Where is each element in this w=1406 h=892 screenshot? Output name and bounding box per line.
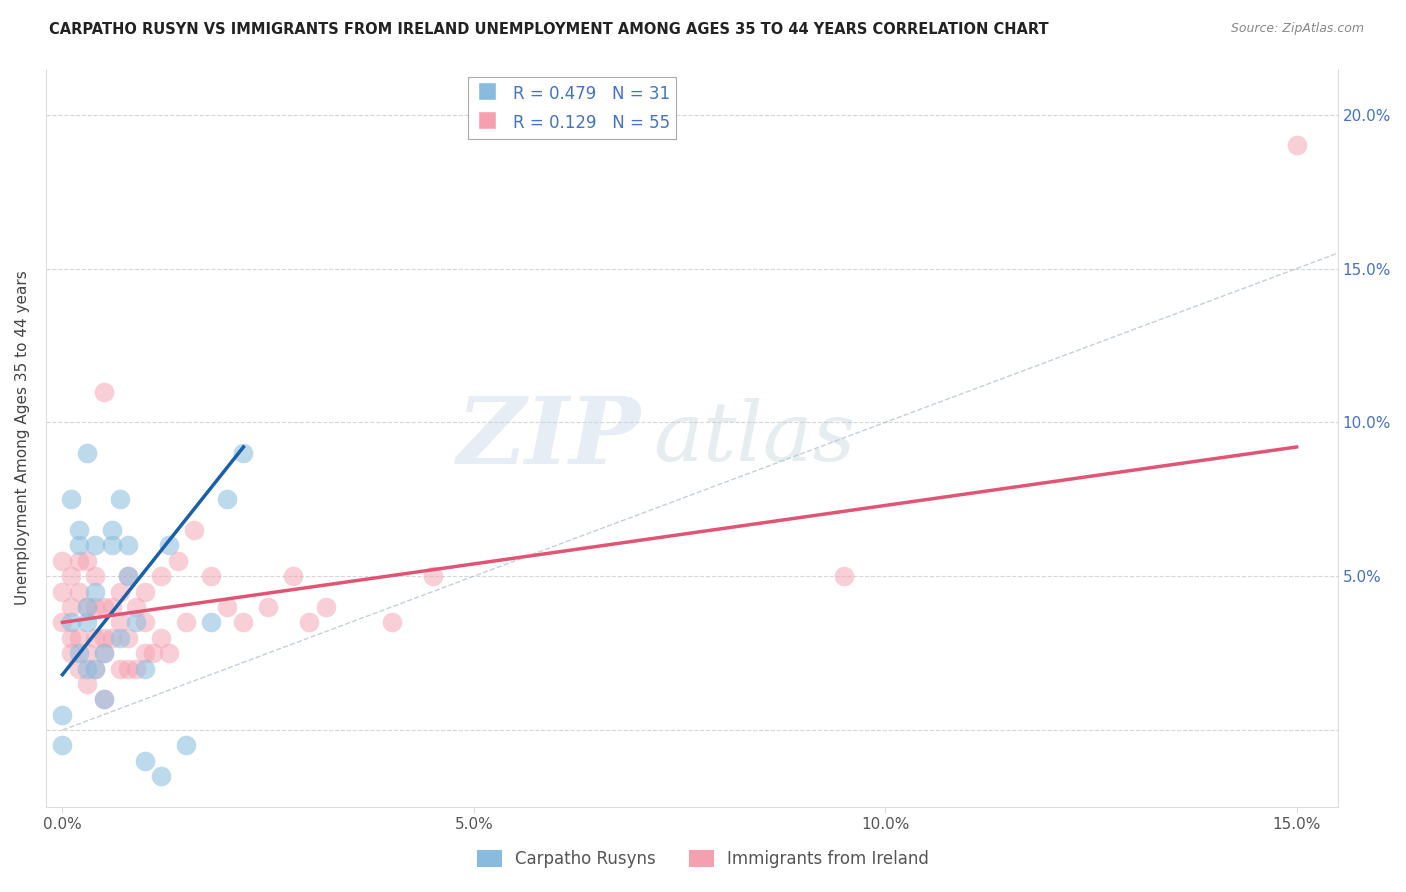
Point [51,584,73,599]
Point [93,692,115,706]
Point [108,661,131,675]
Point [134,754,156,768]
Point [125,599,148,614]
Point [76,446,98,460]
Point [183,523,205,537]
Text: atlas: atlas [654,398,855,478]
Point [215,492,238,507]
Point [117,631,139,645]
Point [93,692,115,706]
Point [257,599,280,614]
Point [59,631,82,645]
Text: CARPATHO RUSYN VS IMMIGRANTS FROM IRELAND UNEMPLOYMENT AMONG AGES 35 TO 44 YEARS: CARPATHO RUSYN VS IMMIGRANTS FROM IRELAN… [49,22,1049,37]
Point [125,661,148,675]
Point [108,631,131,645]
Point [298,615,321,630]
Point [59,492,82,507]
Point [108,615,131,630]
Point [51,554,73,568]
Point [117,569,139,583]
Legend: Carpatho Rusyns, Immigrants from Ireland: Carpatho Rusyns, Immigrants from Ireland [470,843,936,875]
Point [200,615,222,630]
Point [76,615,98,630]
Point [134,615,156,630]
Point [93,646,115,660]
Point [150,569,173,583]
Point [76,599,98,614]
Point [281,569,304,583]
Point [150,631,173,645]
Point [215,599,238,614]
Point [1285,138,1308,153]
Point [84,584,107,599]
Point [108,584,131,599]
Point [101,538,124,552]
Point [174,615,197,630]
Point [134,661,156,675]
Point [832,569,855,583]
Point [142,646,165,660]
Point [59,646,82,660]
Point [93,646,115,660]
Point [84,661,107,675]
Point [51,707,73,722]
Y-axis label: Unemployment Among Ages 35 to 44 years: Unemployment Among Ages 35 to 44 years [15,270,30,605]
Legend: R = 0.479   N = 31, R = 0.129   N = 55: R = 0.479 N = 31, R = 0.129 N = 55 [468,77,676,139]
Point [101,599,124,614]
Point [117,538,139,552]
Point [166,554,188,568]
Point [157,646,180,660]
Point [59,569,82,583]
Point [76,554,98,568]
Point [101,631,124,645]
Point [76,646,98,660]
Point [84,538,107,552]
Point [67,646,90,660]
Point [67,584,90,599]
Point [232,615,254,630]
Point [117,569,139,583]
Point [84,599,107,614]
Point [67,661,90,675]
Point [315,599,337,614]
Point [380,615,402,630]
Point [232,446,254,460]
Point [51,739,73,753]
Point [125,615,148,630]
Text: Source: ZipAtlas.com: Source: ZipAtlas.com [1230,22,1364,36]
Text: ZIP: ZIP [456,392,640,483]
Point [174,739,197,753]
Point [93,384,115,399]
Point [134,584,156,599]
Point [51,615,73,630]
Point [67,523,90,537]
Point [84,569,107,583]
Point [84,631,107,645]
Point [93,599,115,614]
Point [101,523,124,537]
Point [67,631,90,645]
Point [422,569,444,583]
Point [84,661,107,675]
Point [200,569,222,583]
Point [157,538,180,552]
Point [150,769,173,783]
Point [76,599,98,614]
Point [134,646,156,660]
Point [59,615,82,630]
Point [67,554,90,568]
Point [93,631,115,645]
Point [59,599,82,614]
Point [76,677,98,691]
Point [108,492,131,507]
Point [76,661,98,675]
Point [117,661,139,675]
Point [67,538,90,552]
